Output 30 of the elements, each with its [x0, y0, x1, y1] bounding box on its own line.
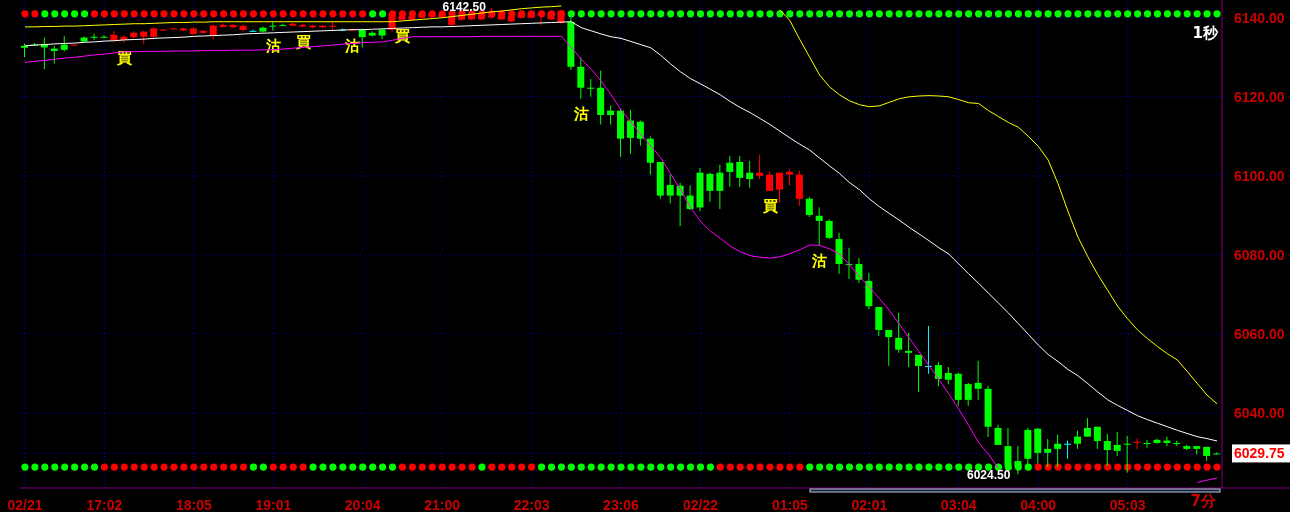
y-tick-label: 6060.00	[1234, 325, 1285, 342]
x-tick-label: 03:04	[940, 497, 977, 512]
x-tick-label: 02/21	[7, 497, 43, 512]
x-tick-label: 19:01	[255, 497, 292, 512]
annotation: 6142.50	[442, 0, 487, 14]
text: 買	[762, 196, 778, 215]
x-tick-label: 05:03	[1109, 497, 1146, 512]
x-tick-label: 22:03	[513, 497, 550, 512]
annotation: 1秒	[1192, 24, 1219, 42]
text: 買	[295, 33, 311, 52]
x-tick-label: 23:06	[603, 497, 640, 512]
x-tick-label: 18:05	[175, 497, 212, 512]
y-tick-label: 6029.75	[1234, 445, 1285, 462]
y-tick-label: 6080.00	[1234, 246, 1285, 263]
x-tick-label: 02:01	[851, 497, 888, 512]
annotation: 6024.50	[966, 468, 1011, 483]
x-tick-label: 04:00	[1020, 497, 1057, 512]
y-tick-label: 6100.00	[1234, 167, 1285, 184]
x-tick-label: 02/22	[682, 497, 719, 512]
y-tick-label: 6140.00	[1234, 9, 1285, 26]
text: 買	[116, 48, 132, 67]
text: 沽	[812, 251, 828, 270]
x-tick-label: 21:00	[424, 497, 461, 512]
x-tick-label: 01:05	[771, 497, 808, 512]
text: 沽	[573, 104, 589, 123]
x-tick-label: 17:02	[86, 497, 123, 512]
text: 7分	[1190, 492, 1217, 510]
x-tick-label: 20:04	[344, 497, 381, 512]
y-tick-label: 6120.00	[1234, 88, 1285, 105]
y-tick-label: 6040.00	[1234, 404, 1285, 421]
